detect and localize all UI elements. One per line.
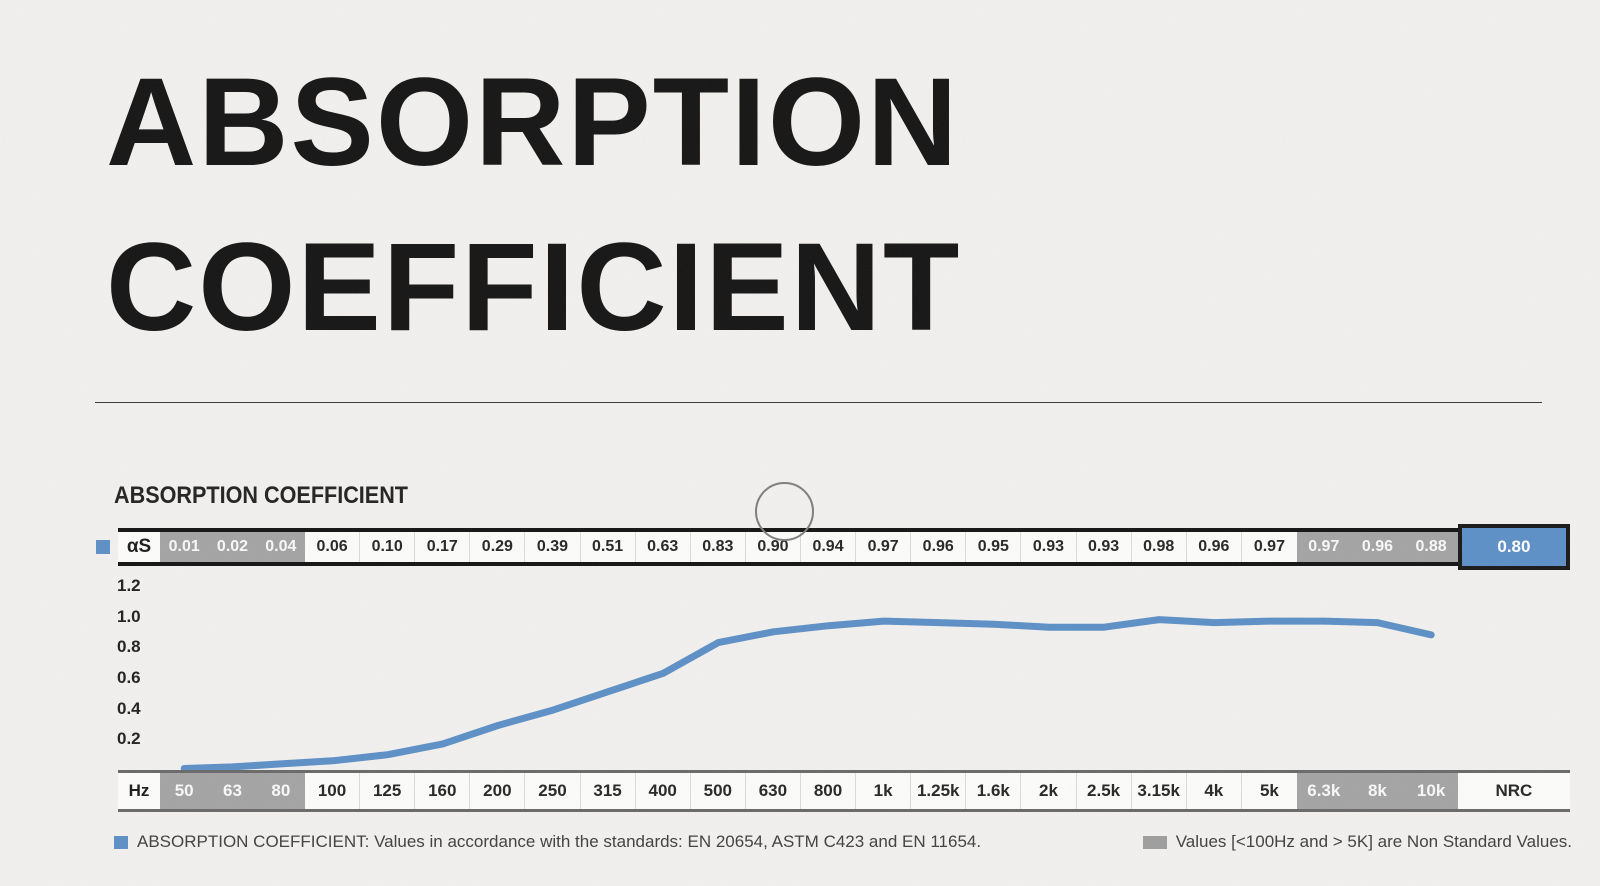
freq-cell: 4k bbox=[1187, 773, 1242, 809]
freq-cell: 3.15k bbox=[1132, 773, 1187, 809]
as-value-cell: 0.06 bbox=[305, 532, 361, 562]
freq-cell: 1k bbox=[856, 773, 912, 809]
as-value-cell: 0.94 bbox=[801, 532, 857, 562]
as-value-cell: 0.97 bbox=[1253, 538, 1285, 555]
freq-cell: 50 bbox=[160, 773, 209, 809]
freq-cell: 2k bbox=[1021, 773, 1077, 809]
gray-legend-swatch bbox=[1142, 835, 1167, 849]
footnote-standards: ABSORPTION COEFFICIENT: Values in accord… bbox=[114, 832, 981, 852]
footnote-non-standard-text: Values [<100Hz and > 5K] are Non Standar… bbox=[1175, 832, 1572, 851]
freq-cell: 1.25k bbox=[911, 773, 967, 809]
freq-cell: 250 bbox=[525, 773, 581, 809]
as-value-cell: 0.96 bbox=[911, 532, 967, 562]
absorption-line bbox=[180, 616, 1435, 772]
freq-cell: 63 bbox=[208, 773, 257, 809]
as-value-cell: 0.83 bbox=[691, 532, 746, 562]
series-color-swatch bbox=[96, 540, 110, 554]
freq-cell: 160 bbox=[415, 773, 471, 809]
as-value-cell: 0.93 bbox=[1077, 532, 1132, 562]
as-value-cell: 0.39 bbox=[525, 532, 581, 562]
as-value-cell: 0.63 bbox=[636, 532, 691, 562]
freq-cell: 8k bbox=[1350, 773, 1405, 809]
page-title: ABSORPTION COEFFICIENT bbox=[106, 40, 961, 370]
frequency-unit-label: Hz bbox=[128, 781, 150, 800]
page-title-line2: COEFFICIENT bbox=[106, 218, 962, 357]
as-value-cell: 0.97 bbox=[856, 532, 912, 562]
as-value-cell: 0.01 bbox=[160, 532, 209, 562]
freq-cell: 800 bbox=[801, 773, 857, 809]
freq-cell: 6.3k bbox=[1296, 773, 1351, 809]
freq-cell: 500 bbox=[691, 773, 746, 809]
as-value-cell: 0.88 bbox=[1404, 532, 1458, 562]
footnote-standards-text: ABSORPTION COEFFICIENT: Values in accord… bbox=[137, 832, 982, 851]
freq-cell: 315 bbox=[581, 773, 636, 809]
as-value-cell: 0.51 bbox=[581, 532, 636, 562]
freq-cell: 100 bbox=[305, 773, 361, 809]
as-value-cell: 0.97 bbox=[1296, 532, 1351, 562]
series-label: αS bbox=[126, 536, 152, 557]
as-value-cell: 0.10 bbox=[360, 532, 416, 562]
as-value-cell: 0.98 bbox=[1132, 532, 1187, 562]
as-value-cell: 0.96 bbox=[1187, 532, 1242, 562]
absorption-values-row: αS 0.01 0.02 0.04 0.06 0.10 0.17 0.29 0.39 0.51 0… bbox=[118, 524, 1570, 570]
annotation-circle bbox=[755, 482, 814, 541]
freq-cell: 5k bbox=[1259, 781, 1279, 800]
as-value-cell: 0.93 bbox=[1021, 532, 1077, 562]
freq-cell: 630 bbox=[746, 773, 801, 809]
absorption-line-chart bbox=[180, 616, 1435, 772]
nrc-value-cell: 0.80 bbox=[1457, 524, 1570, 570]
as-value-cell: 0.95 bbox=[966, 532, 1022, 562]
freq-cell: 125 bbox=[360, 773, 416, 809]
blue-legend-swatch bbox=[114, 835, 128, 849]
nrc-label-cell: NRC bbox=[1495, 781, 1533, 800]
as-value-cell: 0.17 bbox=[415, 532, 471, 562]
footnote-non-standard: Values [<100Hz and > 5K] are Non Standar… bbox=[1142, 832, 1572, 852]
freq-cell: 80 bbox=[256, 773, 305, 809]
chart-heading: ABSORPTION COEFFICIENT bbox=[114, 482, 409, 509]
page-title-line1: ABSORPTION bbox=[106, 53, 960, 192]
as-value-cell: 0.29 bbox=[470, 532, 526, 562]
as-value-cell: 0.04 bbox=[256, 532, 305, 562]
frequency-row: Hz 50 63 80 100 125 160 200 250 315 400 500 630 800 1… bbox=[118, 770, 1570, 812]
freq-cell: 1.6k bbox=[966, 773, 1022, 809]
freq-cell: 2.5k bbox=[1077, 773, 1132, 809]
freq-cell: 10k bbox=[1404, 773, 1458, 809]
freq-cell: 200 bbox=[470, 773, 526, 809]
as-value-cell: 0.02 bbox=[208, 532, 257, 562]
as-value-cell: 0.96 bbox=[1350, 532, 1405, 562]
freq-cell: 400 bbox=[636, 773, 691, 809]
horizontal-divider bbox=[95, 402, 1542, 403]
